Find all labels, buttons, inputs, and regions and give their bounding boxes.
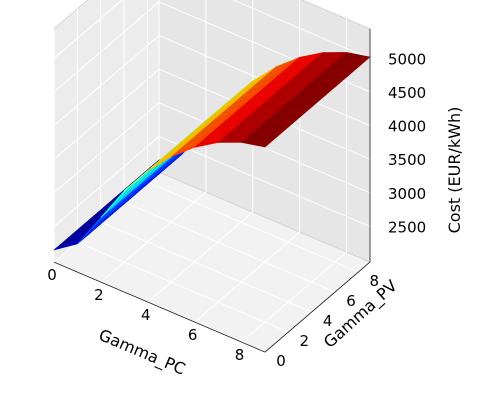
surface [53, 52, 371, 251]
z-axis-label: Cost (EUR/kWh) [445, 107, 464, 234]
z-tick-label: 2500 [388, 218, 426, 236]
gridline-x-floor [147, 211, 254, 303]
z-tick-label: 3000 [388, 185, 426, 203]
gridline-x-floor [241, 251, 347, 343]
y-tick-label: 2 [300, 332, 310, 350]
z-tick-label: 4000 [388, 118, 426, 136]
gridline-z-left [53, 1, 160, 93]
gridline-x-floor [194, 231, 300, 323]
gridline-y-floor [123, 201, 336, 293]
gridline-x-floor [100, 191, 207, 283]
gridline-z-left [53, 0, 123, 59]
surface-facet [241, 136, 278, 148]
x-tick-label: 8 [235, 346, 245, 364]
gridline-z-right [158, 102, 371, 194]
x-tick-label: 6 [188, 326, 198, 344]
z-tick-label: 3500 [388, 151, 426, 169]
y-tick-label: 8 [370, 272, 380, 290]
z-tick-label: 4500 [388, 84, 426, 102]
gridline-z-left [53, 102, 160, 194]
x-tick-label: 0 [47, 266, 57, 284]
y-tick-label: 0 [276, 352, 286, 370]
gridline-z-right [231, 0, 371, 59]
gridline-z-left [53, 35, 160, 126]
gridline-y-floor [77, 241, 289, 333]
axis-lines [53, 28, 371, 353]
y-tick-label: 6 [346, 292, 356, 310]
gridline-y-floor [147, 181, 359, 273]
y-axis-line [264, 261, 371, 353]
x-tick-label: 2 [94, 286, 104, 304]
gridline-z-left [53, 136, 160, 227]
gridline-y-floor [100, 221, 312, 313]
x-axis-label: Gamma_PC [96, 325, 189, 379]
y-tick-label: 4 [323, 312, 333, 330]
gridline-z-left [53, 68, 160, 160]
x-tick-label: 4 [141, 306, 151, 324]
z-tick-label: 5000 [388, 50, 426, 68]
gridline-z-right [158, 136, 371, 227]
x-axis-line [53, 261, 266, 353]
